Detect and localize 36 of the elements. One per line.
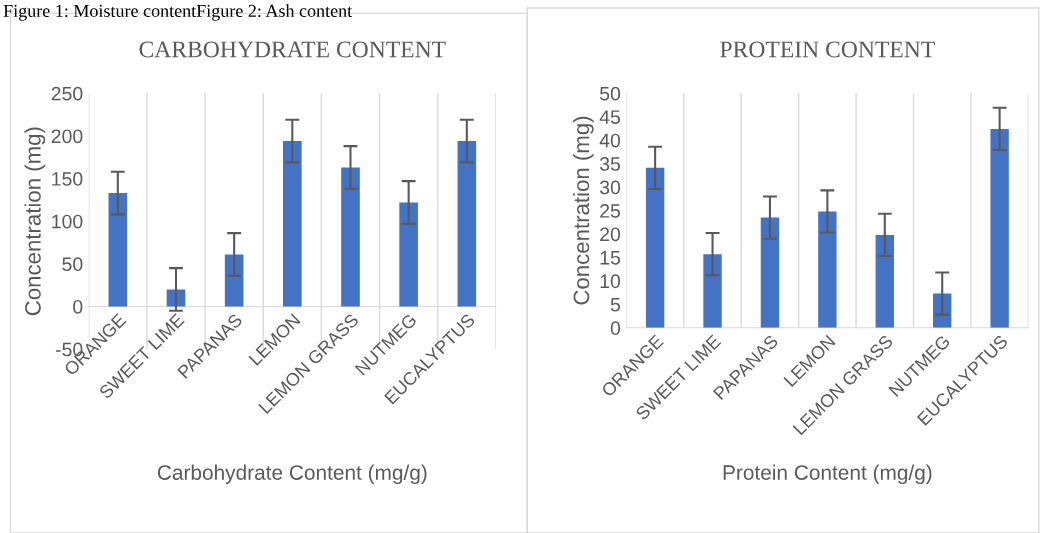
y-tick-label: 0 bbox=[610, 321, 621, 336]
chart-title: CARBOHYDRATE CONTENT bbox=[139, 41, 446, 58]
y-axis-title: Concentration (mg) bbox=[572, 116, 594, 305]
y-tick-label: 150 bbox=[52, 172, 83, 186]
chart-title: PROTEIN CONTENT bbox=[720, 41, 935, 58]
y-tick-label: 0 bbox=[73, 299, 83, 314]
y-tick-label: 100 bbox=[52, 214, 83, 229]
bar bbox=[645, 167, 665, 328]
y-axis-title: Concentration (mg) bbox=[24, 127, 46, 316]
y-tick-label: 45 bbox=[599, 110, 621, 124]
bar bbox=[703, 254, 722, 328]
y-tick-label: 25 bbox=[600, 204, 621, 218]
bar bbox=[399, 202, 418, 307]
y-tick-label: 10 bbox=[600, 274, 621, 289]
y-tick-label: 50 bbox=[600, 86, 621, 101]
bar bbox=[108, 193, 128, 307]
y-tick-label: 250 bbox=[51, 86, 83, 101]
bar bbox=[990, 128, 1009, 328]
bar bbox=[341, 167, 360, 307]
bar bbox=[224, 254, 244, 307]
y-tick-label: 35 bbox=[599, 157, 621, 171]
y-tick-label: 40 bbox=[599, 133, 621, 148]
y-tick-label: 5 bbox=[610, 298, 621, 312]
y-tick-label: 20 bbox=[600, 227, 621, 242]
y-tick-label: 15 bbox=[600, 251, 621, 265]
caption: Figure 1: Moisture contentFigure 2: Ash content bbox=[3, 4, 353, 21]
bar bbox=[875, 234, 894, 328]
x-axis-title: Carbohydrate Content (mg/g) bbox=[157, 464, 427, 485]
y-tick-label: 200 bbox=[51, 129, 83, 144]
y-tick-label: 30 bbox=[599, 180, 621, 195]
y-tick-label: 50 bbox=[62, 257, 83, 272]
bar bbox=[760, 217, 780, 328]
bar bbox=[457, 141, 477, 307]
x-axis-title: Protein Content (mg/g) bbox=[723, 464, 932, 485]
bar bbox=[818, 211, 837, 328]
bar bbox=[283, 141, 302, 307]
